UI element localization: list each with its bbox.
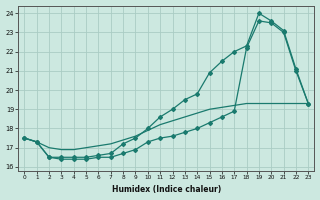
- X-axis label: Humidex (Indice chaleur): Humidex (Indice chaleur): [112, 185, 221, 194]
